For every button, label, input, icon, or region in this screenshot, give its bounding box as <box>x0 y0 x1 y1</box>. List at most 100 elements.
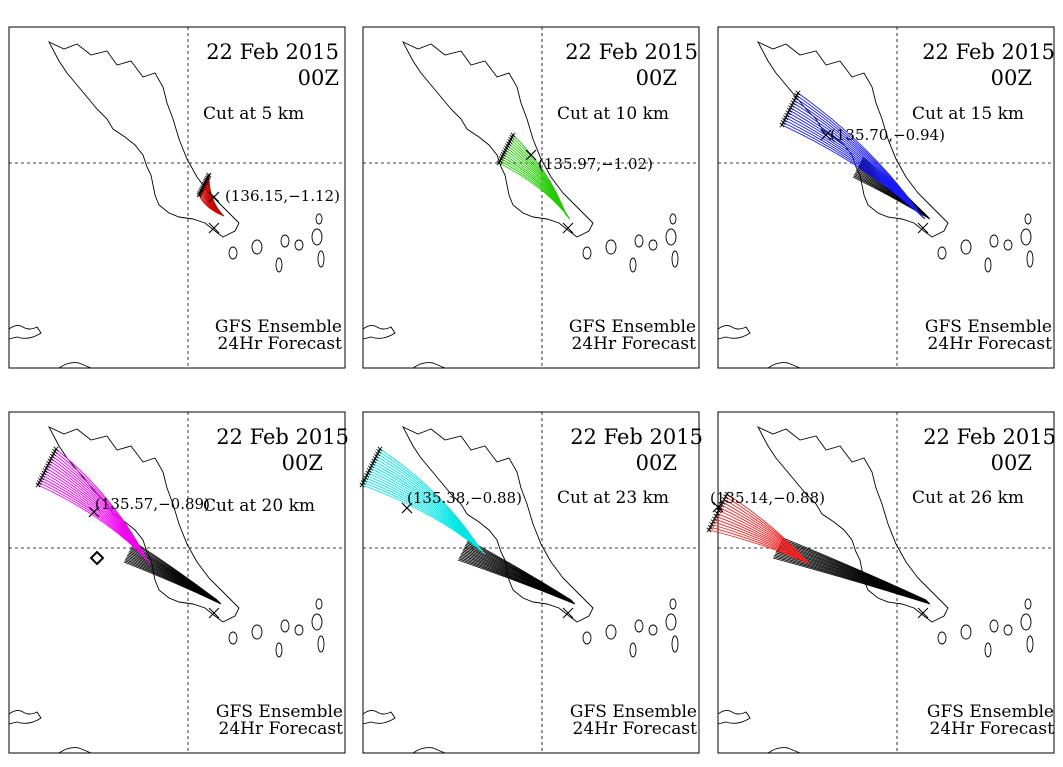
trajectory-start-marker <box>36 480 42 486</box>
centroid-label: (135.38,−0.88) <box>407 489 522 507</box>
trajectory-start-marker <box>784 112 790 118</box>
trajectory-start-marker <box>375 451 381 457</box>
trajectory-start-marker <box>706 527 712 533</box>
cut-label: Cut at 23 km <box>557 488 669 508</box>
model-label: GFS Ensemble <box>216 702 343 722</box>
centroid-label: (136.15,−1.12) <box>225 187 340 205</box>
trajectory-start-marker <box>51 451 57 457</box>
source-cross <box>208 222 220 234</box>
small-island <box>280 234 290 248</box>
small-island <box>1026 635 1034 653</box>
below-cut-track <box>457 559 576 605</box>
island-coastline <box>401 41 594 238</box>
map-layer <box>717 26 1055 369</box>
trajectory-start-marker <box>37 477 43 483</box>
date-label: 22 Feb 2015 <box>216 425 349 449</box>
centroid-cross <box>525 149 537 161</box>
centroid-cross <box>712 501 724 513</box>
trajectory-start-marker <box>40 472 46 478</box>
trajectory-start-marker <box>201 183 207 189</box>
small-island <box>937 631 947 645</box>
date-label: 22 Feb 2015 <box>570 425 703 449</box>
small-island <box>311 613 323 631</box>
coastline-fragment <box>8 709 42 725</box>
below-cut-track <box>123 561 222 605</box>
small-island <box>648 624 658 636</box>
small-island <box>960 624 972 640</box>
date-label: 22 Feb 2015 <box>922 40 1055 64</box>
trajectory-start-marker <box>42 468 48 474</box>
small-island <box>311 228 323 246</box>
coastline-fragment <box>362 709 396 725</box>
trajectory-start-marker <box>788 105 794 111</box>
trajectory-start-marker <box>199 186 205 192</box>
model-label: GFS Ensemble <box>925 317 1052 337</box>
small-island <box>629 257 637 273</box>
small-island <box>634 619 644 633</box>
trajectory-start-marker <box>785 110 791 116</box>
trajectory-start-marker <box>201 181 207 187</box>
source-cross <box>562 222 574 234</box>
trajectory-start-marker <box>709 521 715 527</box>
trajectory-start-marker <box>369 463 375 469</box>
trajectory-start-marker <box>47 458 53 464</box>
forecast-label: 24Hr Forecast <box>219 719 344 739</box>
panel-frame <box>717 26 1055 369</box>
trajectory-start-marker <box>365 470 371 476</box>
small-island <box>294 239 304 251</box>
small-island <box>1003 239 1013 251</box>
trajectory-start-marker <box>789 102 795 108</box>
trajectory-start-marker <box>790 100 796 106</box>
centroid-label: (135.97,−1.02) <box>538 155 653 173</box>
small-island <box>317 635 325 653</box>
below-cut-track <box>772 557 931 605</box>
small-island <box>665 613 677 631</box>
model-label: GFS Ensemble <box>569 317 696 337</box>
panel-cut-10km: 22 Feb 2015 00Z Cut at 10 km (135.97,−1.… <box>362 26 700 369</box>
small-island <box>317 250 325 268</box>
above-cut-track <box>781 124 926 220</box>
forecast-label: 24Hr Forecast <box>573 719 698 739</box>
trajectory-start-marker <box>359 482 365 488</box>
trajectory-start-marker <box>203 178 209 184</box>
date-label: 22 Feb 2015 <box>206 40 339 64</box>
centroid-cross <box>401 502 413 514</box>
small-island <box>648 239 658 251</box>
trajectory-start-marker <box>793 95 799 101</box>
forecast-label: 24Hr Forecast <box>572 334 697 354</box>
centroid-label: (135.57,−0.89) <box>95 495 210 513</box>
small-island <box>665 228 677 246</box>
panel-frame <box>362 26 700 369</box>
trajectory-start-marker <box>794 92 800 98</box>
small-island <box>582 631 592 645</box>
trajectory-start-marker <box>43 465 49 471</box>
time-label: 00Z <box>636 451 677 475</box>
trajectory-start-marker <box>53 446 59 452</box>
small-island <box>294 624 304 636</box>
small-island <box>1020 228 1032 246</box>
cut-label: Cut at 5 km <box>203 104 304 124</box>
trajectory-start-marker <box>49 453 55 459</box>
trajectory-start-marker <box>710 519 716 525</box>
trajectory-start-marker <box>45 463 51 469</box>
small-island <box>669 213 677 225</box>
trajectory-start-marker <box>713 513 719 519</box>
trajectory-start-marker <box>41 470 47 476</box>
time-label: 00Z <box>991 451 1032 475</box>
map-layer <box>8 411 346 754</box>
panel-cut-23km: 22 Feb 2015 00Z Cut at 23 km (135.38,−0.… <box>359 411 703 754</box>
coastline-fragment <box>362 324 396 340</box>
small-island <box>1003 624 1013 636</box>
trajectory-start-marker <box>786 107 792 113</box>
centroid-cross <box>88 506 100 518</box>
trajectory-start-marker <box>371 458 377 464</box>
small-island <box>960 239 972 255</box>
above-cut-track <box>37 484 152 565</box>
date-label: 22 Feb 2015 <box>565 40 698 64</box>
small-island <box>280 619 290 633</box>
trajectory-start-marker <box>197 190 203 196</box>
trajectory-start-marker <box>707 524 713 530</box>
island-coastline <box>401 426 594 623</box>
small-island <box>275 257 283 273</box>
